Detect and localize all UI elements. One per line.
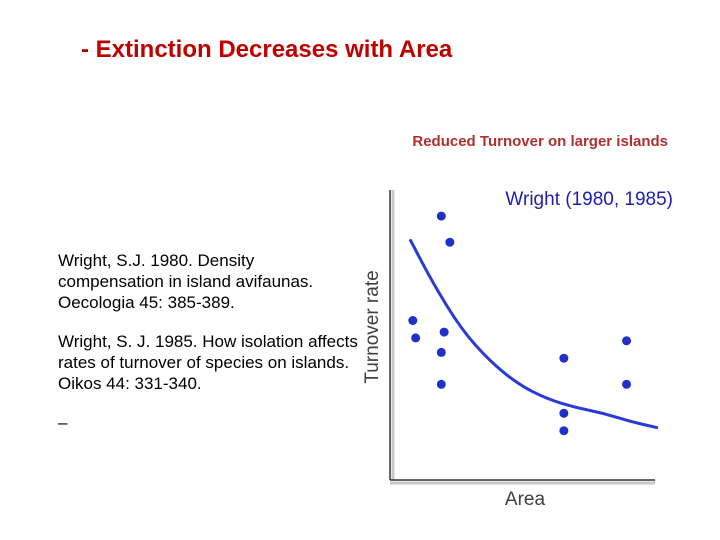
data-point-12 <box>559 426 569 436</box>
data-point-7 <box>436 379 446 389</box>
data-point-2 <box>445 237 455 247</box>
data-point-8 <box>559 353 569 363</box>
chart-frame <box>389 190 655 485</box>
reference-wright-1980: Wright, S.J. 1980. Density compensation … <box>58 251 314 312</box>
x-axis-label: Area <box>505 489 546 510</box>
data-point-3 <box>408 316 418 325</box>
references: Wright, S.J. 1980. Density compensation … <box>58 250 358 433</box>
chart-title: Wright (1980, 1985) <box>505 189 673 210</box>
trailing-dash: – <box>58 413 68 432</box>
y-axis-label: Turnover rate <box>362 270 383 383</box>
turnover-chart: Wright (1980, 1985) Turnover rate Area <box>362 189 673 510</box>
trend-curve <box>408 238 659 430</box>
data-point-6 <box>436 347 446 357</box>
slide-subtitle: Reduced Turnover on larger islands <box>412 133 668 150</box>
plot-area <box>408 211 659 436</box>
reference-wright-1985: Wright, S. J. 1985. How isolation affect… <box>58 332 358 393</box>
slide-title: - Extinction Decreases with Area <box>81 36 453 63</box>
data-point-9 <box>622 336 632 346</box>
data-point-10 <box>622 379 632 389</box>
data-point-4 <box>411 333 421 343</box>
data-point-11 <box>559 408 569 418</box>
data-point-1 <box>436 211 446 221</box>
data-point-5 <box>439 327 449 337</box>
